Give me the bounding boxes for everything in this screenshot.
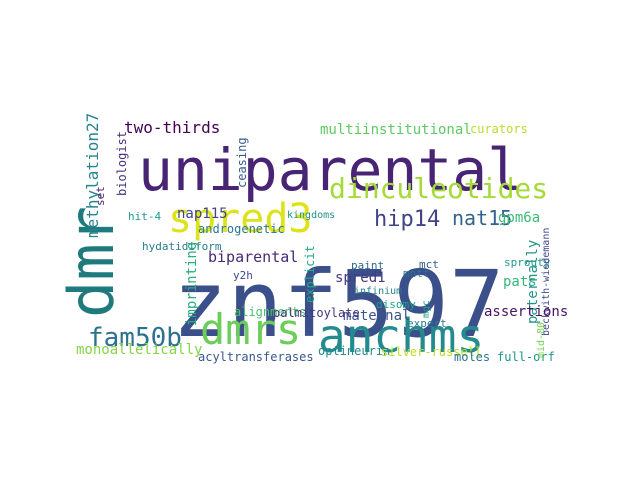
- cloud-word: paint: [351, 259, 384, 272]
- cloud-word: mgc: [421, 300, 432, 318]
- cloud-word: imprinting: [184, 242, 200, 326]
- cloud-word: paternally: [525, 240, 541, 324]
- cloud-word: spred1: [335, 270, 386, 286]
- cloud-word: monoallelically: [76, 342, 202, 358]
- cloud-word: infinium: [354, 286, 402, 297]
- cloud-word: disomy: [376, 298, 416, 311]
- cloud-word: optineurin: [318, 344, 390, 358]
- cloud-word: two-thirds: [124, 118, 220, 137]
- cloud-word: palmitoylate: [273, 306, 360, 320]
- cloud-word: ceasing: [235, 137, 249, 188]
- cloud-word: dmr: [55, 206, 128, 318]
- cloud-word: y2h: [233, 269, 253, 282]
- cloud-word: hip14: [374, 207, 440, 232]
- cloud-word: dinculeotides: [329, 172, 548, 205]
- cloud-word: androgenetic: [198, 222, 285, 236]
- cloud-word: maternal: [343, 308, 410, 324]
- cloud-word: hydatidiform: [142, 240, 222, 253]
- cloud-word: biparental: [208, 248, 298, 266]
- cloud-word: mct: [419, 258, 439, 271]
- cloud-word: anchms: [318, 309, 484, 363]
- cloud-word: explicit: [303, 245, 317, 303]
- cloud-word: nat15: [452, 206, 512, 230]
- cloud-word: gpm6a: [498, 210, 540, 226]
- cloud-word: pats: [503, 274, 537, 290]
- cloud-word: mhtt: [403, 267, 430, 280]
- cloud-word: alignments: [234, 305, 306, 319]
- cloud-word: znf597: [172, 251, 504, 358]
- cloud-word: set: [94, 186, 107, 206]
- cloud-word: acyltransferases: [198, 350, 314, 364]
- cloud-word: silver-russell: [381, 345, 482, 359]
- cloud-word: biologist: [115, 131, 129, 196]
- cloud-word: spred3: [168, 196, 313, 242]
- cloud-word: beckwith-wiedemann: [541, 228, 552, 336]
- cloud-word: uniparental: [138, 136, 522, 204]
- cloud-word: multiinstitutional: [320, 122, 472, 138]
- cloud-word: kingdoms: [287, 210, 335, 221]
- cloud-word: sprouty: [504, 256, 551, 269]
- cloud-word: fam50b: [88, 323, 182, 353]
- cloud-word: hit-4: [128, 210, 161, 223]
- cloud-word: full-orf: [497, 350, 555, 364]
- cloud-word: assertions: [484, 304, 568, 320]
- cloud-word: nap115: [177, 206, 228, 222]
- cloud-word: curators: [470, 122, 528, 136]
- cloud-word: methylation27: [83, 113, 102, 238]
- cloud-word: mid-80: [536, 322, 547, 358]
- cloud-word: moles: [454, 350, 490, 364]
- cloud-word: expert: [407, 317, 447, 330]
- cloud-word: dmrs: [200, 305, 301, 354]
